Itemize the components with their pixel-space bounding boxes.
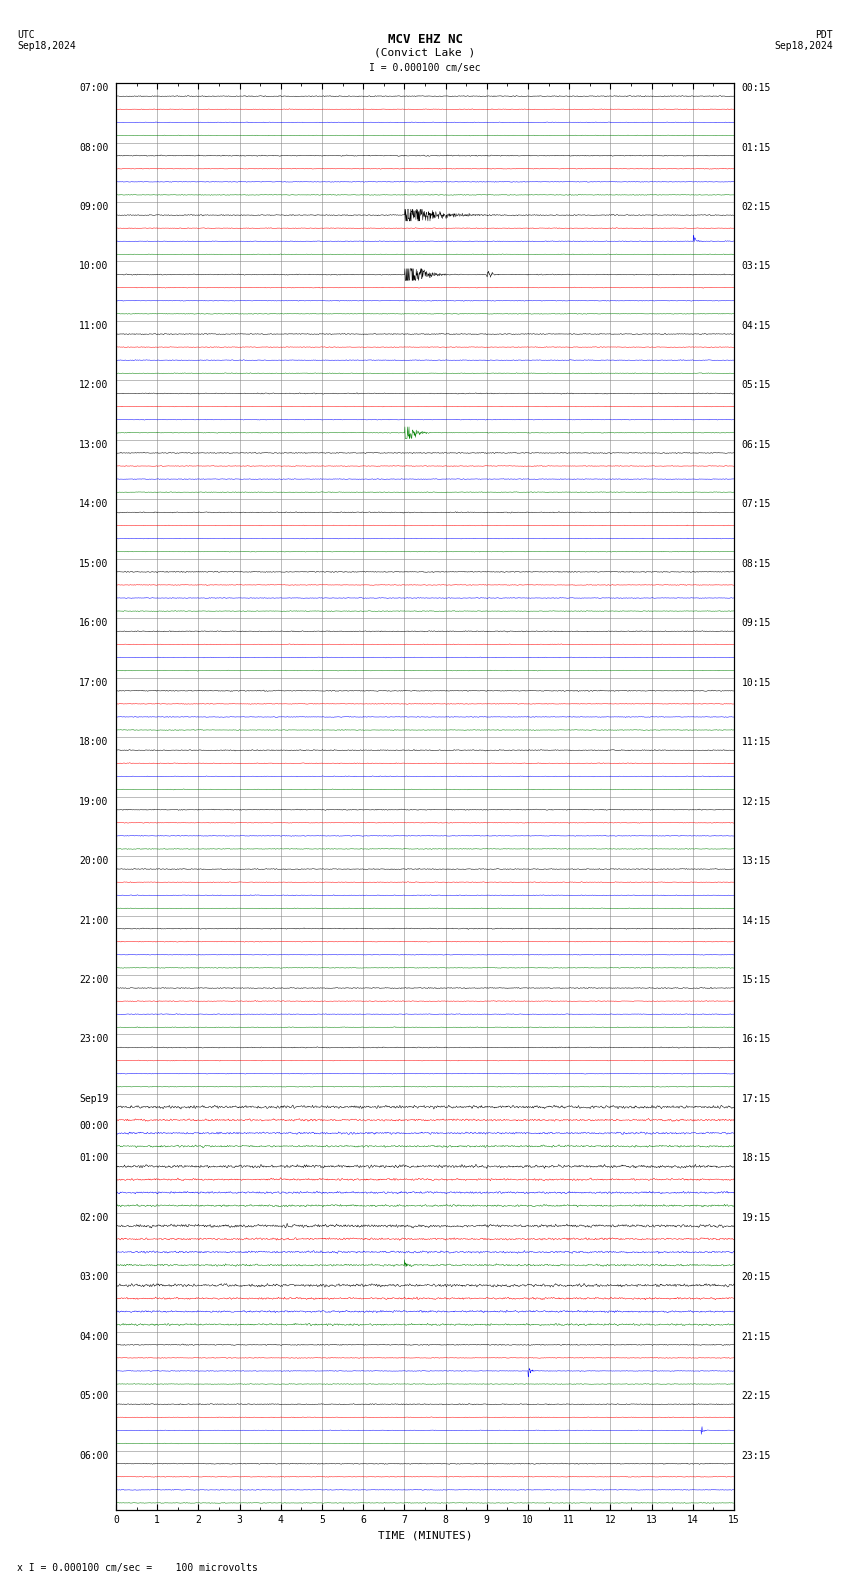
Text: 11:00: 11:00	[79, 322, 109, 331]
Text: 15:00: 15:00	[79, 559, 109, 569]
Text: 19:00: 19:00	[79, 797, 109, 806]
Text: 14:15: 14:15	[741, 916, 771, 925]
Text: 05:15: 05:15	[741, 380, 771, 390]
Text: 02:00: 02:00	[79, 1213, 109, 1223]
Text: Sep18,2024: Sep18,2024	[17, 41, 76, 51]
Text: 01:15: 01:15	[741, 143, 771, 152]
Text: 15:15: 15:15	[741, 976, 771, 985]
Text: 04:00: 04:00	[79, 1332, 109, 1342]
Text: x I = 0.000100 cm/sec =    100 microvolts: x I = 0.000100 cm/sec = 100 microvolts	[17, 1563, 258, 1573]
Text: 23:00: 23:00	[79, 1034, 109, 1044]
Text: 12:00: 12:00	[79, 380, 109, 390]
Text: 21:15: 21:15	[741, 1332, 771, 1342]
Text: 11:15: 11:15	[741, 737, 771, 748]
Text: 09:00: 09:00	[79, 203, 109, 212]
Text: 18:00: 18:00	[79, 737, 109, 748]
Text: UTC: UTC	[17, 30, 35, 40]
Text: MCV EHZ NC: MCV EHZ NC	[388, 33, 462, 46]
Text: 16:15: 16:15	[741, 1034, 771, 1044]
Text: 18:15: 18:15	[741, 1153, 771, 1163]
Text: PDT: PDT	[815, 30, 833, 40]
Text: 06:00: 06:00	[79, 1451, 109, 1460]
Text: Sep19: Sep19	[79, 1095, 109, 1104]
Text: 20:15: 20:15	[741, 1272, 771, 1281]
Text: 07:15: 07:15	[741, 499, 771, 510]
Text: 07:00: 07:00	[79, 82, 109, 93]
Text: 03:15: 03:15	[741, 261, 771, 271]
Text: 23:15: 23:15	[741, 1451, 771, 1460]
Text: 13:00: 13:00	[79, 440, 109, 450]
Text: 17:15: 17:15	[741, 1095, 771, 1104]
Text: 22:15: 22:15	[741, 1391, 771, 1402]
Text: 04:15: 04:15	[741, 322, 771, 331]
Text: 13:15: 13:15	[741, 855, 771, 866]
Text: 00:15: 00:15	[741, 82, 771, 93]
Text: 12:15: 12:15	[741, 797, 771, 806]
Text: 00:00: 00:00	[79, 1120, 109, 1131]
Text: 19:15: 19:15	[741, 1213, 771, 1223]
Text: 03:00: 03:00	[79, 1272, 109, 1281]
Text: 08:00: 08:00	[79, 143, 109, 152]
Text: (Convict Lake ): (Convict Lake )	[374, 48, 476, 57]
Text: I = 0.000100 cm/sec: I = 0.000100 cm/sec	[369, 63, 481, 73]
Text: 21:00: 21:00	[79, 916, 109, 925]
Text: 08:15: 08:15	[741, 559, 771, 569]
Text: Sep18,2024: Sep18,2024	[774, 41, 833, 51]
Text: 17:00: 17:00	[79, 678, 109, 687]
Text: 20:00: 20:00	[79, 855, 109, 866]
Text: 22:00: 22:00	[79, 976, 109, 985]
Text: 05:00: 05:00	[79, 1391, 109, 1402]
Text: 01:00: 01:00	[79, 1153, 109, 1163]
Text: 10:15: 10:15	[741, 678, 771, 687]
Text: 14:00: 14:00	[79, 499, 109, 510]
Text: 10:00: 10:00	[79, 261, 109, 271]
Text: 16:00: 16:00	[79, 618, 109, 629]
Text: 06:15: 06:15	[741, 440, 771, 450]
Text: 02:15: 02:15	[741, 203, 771, 212]
X-axis label: TIME (MINUTES): TIME (MINUTES)	[377, 1530, 473, 1541]
Text: 09:15: 09:15	[741, 618, 771, 629]
